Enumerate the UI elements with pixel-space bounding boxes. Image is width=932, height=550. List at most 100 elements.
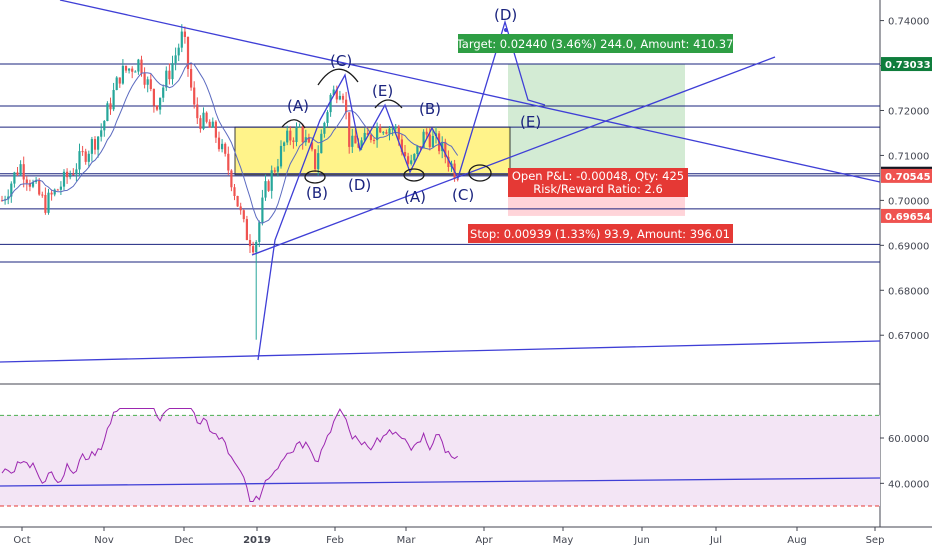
candle-body <box>124 65 128 71</box>
candle-body <box>320 133 323 154</box>
candle-body <box>422 131 425 149</box>
candle-body <box>28 183 31 187</box>
target-tag: Target: 0.02440 (3.46%) 244.0, Amount: 4… <box>456 34 733 53</box>
candle-body <box>10 183 13 197</box>
rsi-tick-label: 60.0000 <box>888 434 929 445</box>
rsi-line <box>1 408 458 502</box>
candle-body <box>301 126 304 143</box>
candle-body <box>217 137 221 150</box>
candle-body <box>264 181 267 198</box>
candle-body <box>143 73 146 85</box>
candle-body <box>87 153 90 162</box>
candle-body <box>360 140 363 148</box>
rsi-axis[interactable]: 60.0000 40.0000 <box>880 434 929 490</box>
trendline-long-support[interactable] <box>0 340 881 363</box>
time-axis[interactable]: Oct Nov Dec 2019 Feb Mar Apr May Jun Jul Aug Sep <box>13 527 884 546</box>
wave-labels: (A) (B) (C) (D) (E) (B) (D) (A) (C) (E) <box>287 6 541 206</box>
stop-label: Stop: 0.00939 (1.33%) 93.9, Amount: 396.… <box>470 227 730 241</box>
candle-body <box>155 105 159 110</box>
price-pane[interactable] <box>0 0 880 383</box>
candle-body <box>211 121 214 128</box>
wave-label: (A) <box>287 97 309 115</box>
candle-body <box>310 142 314 150</box>
trendline-upper[interactable] <box>59 0 881 183</box>
time-tick-label: Aug <box>787 535 807 546</box>
candle-body <box>267 181 270 191</box>
candle-body <box>93 139 97 150</box>
candle-body <box>183 31 186 37</box>
candle-body <box>323 122 326 134</box>
candle-body <box>376 126 379 141</box>
candle-body <box>230 170 233 188</box>
candle-body <box>78 151 81 170</box>
candle-body <box>174 55 177 64</box>
time-tick-label: Jul <box>709 535 722 546</box>
candle-body <box>118 77 121 84</box>
candle-body <box>134 71 137 73</box>
candle-body <box>50 192 53 195</box>
candle-body <box>81 151 84 153</box>
candlestick-series <box>0 24 459 340</box>
candle-body <box>279 145 283 167</box>
candle-body <box>224 143 227 154</box>
candle-body <box>208 121 211 128</box>
candle-body <box>388 128 391 134</box>
candle-body <box>97 136 100 150</box>
candle-body <box>115 77 118 90</box>
candle-body <box>270 170 273 191</box>
candle-body <box>72 174 75 176</box>
candle-body <box>100 130 103 137</box>
candle-body <box>379 126 382 133</box>
wave-label: (B) <box>306 184 328 202</box>
pattern-box[interactable] <box>234 126 511 176</box>
candle-body <box>227 153 230 171</box>
candle-body <box>382 132 385 134</box>
candle-body <box>338 95 341 100</box>
price-tick-label: 0.69000 <box>888 241 929 252</box>
candle-body <box>25 179 28 184</box>
candle-body <box>410 160 413 164</box>
pnl-label: Open P&L: -0.00048, Qty: 425 <box>512 169 684 183</box>
candle-body <box>165 70 168 88</box>
candle-body <box>341 95 345 100</box>
candle-body <box>168 70 171 80</box>
candle-body <box>283 142 286 146</box>
time-tick-label: Oct <box>13 535 30 546</box>
candle-body <box>199 118 202 129</box>
candle-body <box>354 135 357 144</box>
candle-body <box>106 103 109 122</box>
candle-body <box>41 194 44 196</box>
wave-label: (A) <box>404 188 426 206</box>
price-tag-label: 0.73033 <box>885 60 931 71</box>
wave-label: (E) <box>372 82 393 100</box>
candle-body <box>276 166 279 172</box>
candle-body <box>233 187 236 196</box>
candle-body <box>0 200 4 202</box>
wave-circle-b <box>304 170 326 184</box>
rsi-tick-label: 40.0000 <box>888 479 929 490</box>
time-tick-label: Dec <box>174 535 193 546</box>
projection-anchor-dot <box>504 28 508 32</box>
candle-body <box>407 156 410 164</box>
trendline-rising[interactable] <box>251 56 776 256</box>
candle-body <box>186 36 190 69</box>
candle-body <box>38 180 41 195</box>
candle-body <box>193 87 196 105</box>
candle-body <box>329 94 332 113</box>
candle-body <box>53 189 56 195</box>
wave-label: (C) <box>452 186 474 204</box>
candle-body <box>69 174 72 178</box>
rsi-trendline[interactable] <box>0 477 881 487</box>
candle-body <box>205 112 208 122</box>
candle-body <box>171 63 174 80</box>
candle-body <box>416 145 419 154</box>
horizontal-lines[interactable] <box>0 63 880 263</box>
candle-body <box>16 172 19 175</box>
candle-body <box>66 171 69 178</box>
candle-body <box>345 99 348 113</box>
candle-body <box>261 197 264 223</box>
candle-body <box>190 68 193 88</box>
candle-body <box>75 169 78 175</box>
candle-body <box>202 112 205 129</box>
